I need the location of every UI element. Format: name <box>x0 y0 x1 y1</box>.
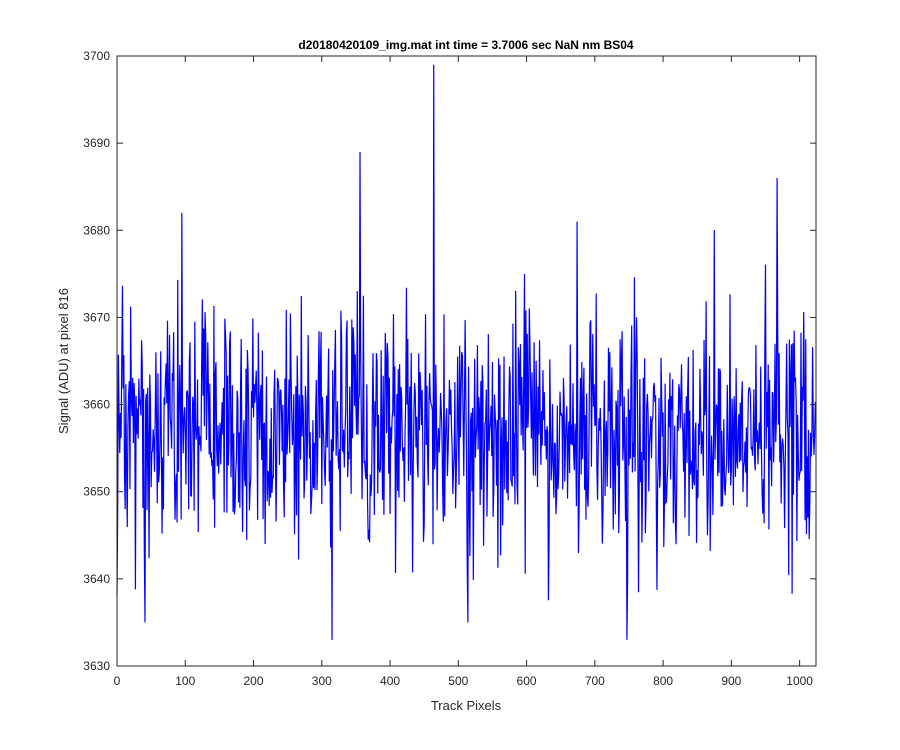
x-tick-label: 100 <box>175 674 195 688</box>
y-tick-label: 3700 <box>83 49 110 63</box>
x-tick-label: 1000 <box>786 674 813 688</box>
x-axis-label: Track Pixels <box>431 698 502 713</box>
chart-title: d20180420109_img.mat int time = 3.7006 s… <box>298 38 634 52</box>
y-tick-label: 3630 <box>83 659 110 673</box>
x-tick-label: 400 <box>380 674 400 688</box>
plot-area <box>117 56 816 666</box>
plot-frame <box>116 55 817 667</box>
y-tick-label: 3690 <box>83 136 110 150</box>
y-tick-label: 3650 <box>83 485 110 499</box>
x-tick-label: 600 <box>517 674 537 688</box>
x-axis: 0 100 200 300 400 500 600 700 800 900 1000 <box>114 56 813 688</box>
x-tick-label: 0 <box>114 674 121 688</box>
y-tick-label: 3670 <box>83 310 110 324</box>
y-tick-label: 3680 <box>83 223 110 237</box>
series-layer <box>116 64 816 640</box>
y-tick-label: 3660 <box>83 398 110 412</box>
x-tick-label: 500 <box>448 674 468 688</box>
x-tick-label: 800 <box>653 674 673 688</box>
y-tick-label: 3640 <box>83 572 110 586</box>
y-axis: 3630 3640 3650 3660 3670 3680 3690 3700 <box>83 49 816 673</box>
x-tick-label: 700 <box>585 674 605 688</box>
x-tick-label: 300 <box>312 674 332 688</box>
y-axis-label: Signal (ADU) at pixel 816 <box>56 288 71 434</box>
x-tick-label: 200 <box>244 674 264 688</box>
series-line <box>116 64 816 640</box>
x-tick-label: 900 <box>721 674 741 688</box>
